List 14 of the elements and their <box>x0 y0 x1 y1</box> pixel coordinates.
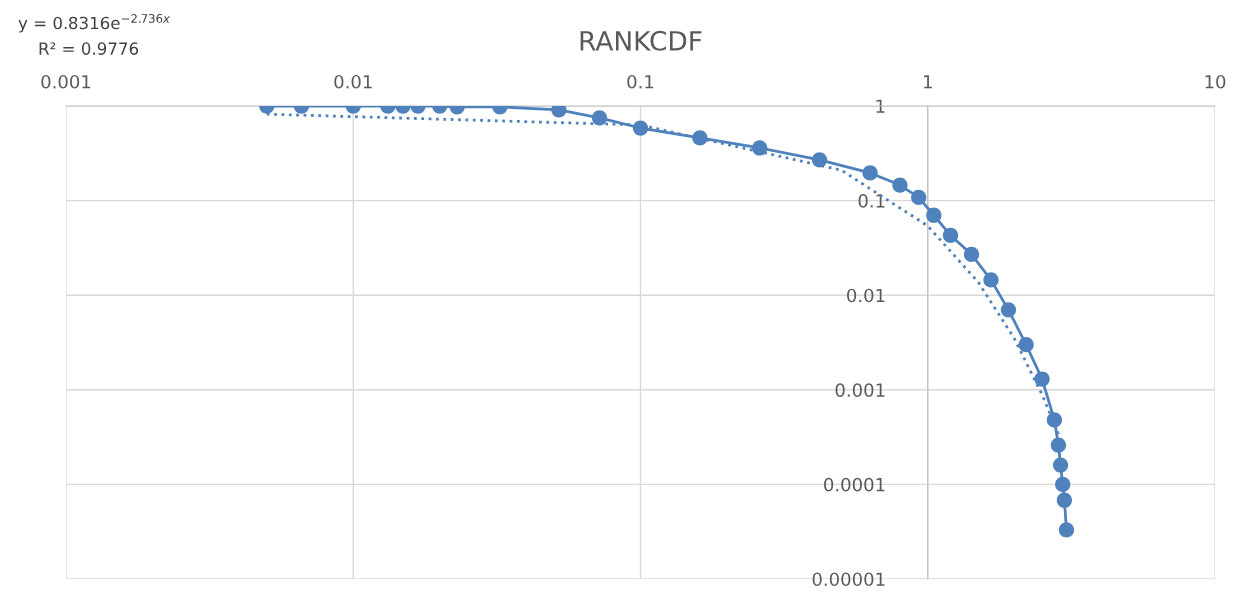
y-tick-label: 1 <box>876 99 885 113</box>
x-tick-label: 1 <box>923 75 932 89</box>
y-tick-label: 0.001 <box>835 383 885 397</box>
x-tick-label: 0.01 <box>334 74 372 89</box>
x-tick-label: 0.1 <box>627 74 654 89</box>
y-tick-label: 0.00001 <box>812 572 885 587</box>
y-tick-label: 0.01 <box>847 288 885 303</box>
y-tick-label: 0.0001 <box>824 477 885 492</box>
x-tick-label: 0.001 <box>41 74 91 89</box>
x-tick-label: 10 <box>1205 74 1226 89</box>
text: y = 0.8316e$^{−2.736x}$ <box>18 14 170 33</box>
y-tick-label: 0.1 <box>858 194 885 208</box>
text: R² = 0.9776 <box>39 42 139 55</box>
chart-title: RANKCDF <box>580 30 702 51</box>
